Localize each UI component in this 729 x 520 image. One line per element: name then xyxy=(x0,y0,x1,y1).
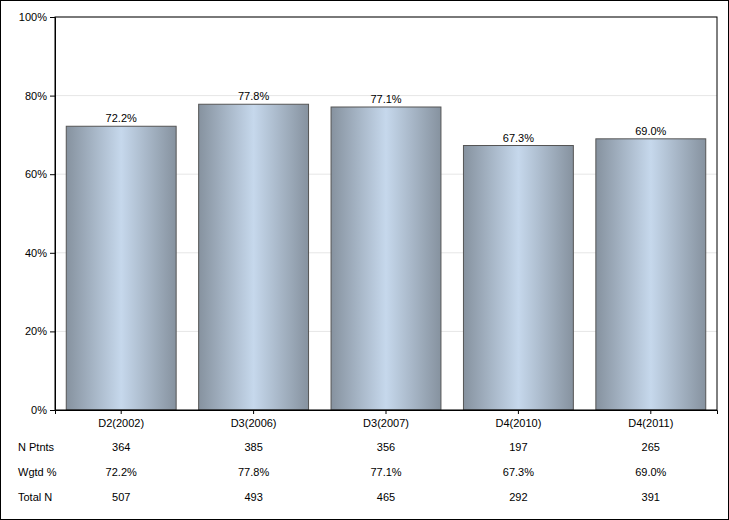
table-row-label: Wgtd % xyxy=(18,466,57,478)
y-tick-label: 60% xyxy=(25,168,47,180)
table-row-label: N Ptnts xyxy=(18,441,55,453)
y-tick-mark xyxy=(50,17,55,18)
table: N Ptnts 364 385 356 197 265 Wgtd % 72.2% 77.8% 77… xyxy=(18,441,667,503)
x-tick-label: D2(2002) xyxy=(98,417,144,429)
x-tick-label: D4(2010) xyxy=(495,417,541,429)
grid xyxy=(55,17,717,410)
x-tick-label: D3(2007) xyxy=(363,417,409,429)
bar xyxy=(463,146,573,410)
table-cell: 292 xyxy=(509,491,527,503)
y-tick-label: 0% xyxy=(31,404,47,416)
table-cell: 493 xyxy=(244,491,262,503)
x-tick-mark xyxy=(121,410,122,414)
table-cell: 67.3% xyxy=(503,466,534,478)
bar xyxy=(331,107,441,410)
table-cell: 77.1% xyxy=(370,466,401,478)
data-label: 77.8% xyxy=(238,90,269,102)
bar xyxy=(66,126,176,410)
chart: 72.2% 77.8% 77.1% 67.3% 69.0% 0% 20% 40% 60% 80% 1… xyxy=(0,0,729,520)
bar xyxy=(199,104,309,410)
x-axis: D2(2002) D3(2006) D3(2007) D4(2010) D4(2011) xyxy=(56,410,718,429)
y-tick: 40% xyxy=(25,247,55,259)
y-tick: 0% xyxy=(31,404,55,416)
y-tick-mark xyxy=(50,253,55,254)
x-tick-label: D3(2006) xyxy=(231,417,277,429)
x-tick: D4(2011) xyxy=(628,410,673,429)
table-cell: 197 xyxy=(509,441,527,453)
bars xyxy=(66,104,705,410)
y-tick-mark xyxy=(50,96,55,97)
plot-frame xyxy=(55,17,717,410)
data-label: 69.0% xyxy=(635,125,666,137)
table-cell: 265 xyxy=(642,441,660,453)
x-tick-mark xyxy=(386,410,387,414)
y-tick-mark xyxy=(50,331,55,332)
x-tick: D4(2010) xyxy=(495,410,541,429)
table-cell: 364 xyxy=(112,441,130,453)
data-label: 67.3% xyxy=(503,132,534,144)
y-axis: 0% 20% 40% 60% 80% 100% xyxy=(19,11,56,416)
y-tick-mark xyxy=(50,174,55,175)
data-labels: 72.2% 77.8% 77.1% 67.3% 69.0% xyxy=(106,90,667,143)
table-cell: 72.2% xyxy=(106,466,137,478)
table-cell: 465 xyxy=(377,491,395,503)
x-tick: D3(2007) xyxy=(363,410,409,429)
data-label: 77.1% xyxy=(370,93,401,105)
y-tick: 80% xyxy=(25,90,55,102)
table-cell: 507 xyxy=(112,491,130,503)
y-tick: 100% xyxy=(19,11,55,23)
table-cell: 385 xyxy=(244,441,262,453)
y-tick-label: 40% xyxy=(25,247,47,259)
y-tick-label: 80% xyxy=(25,90,47,102)
table-cell: 69.0% xyxy=(635,466,666,478)
y-tick-label: 20% xyxy=(25,325,47,337)
data-label: 72.2% xyxy=(106,112,137,124)
bar xyxy=(596,139,706,410)
y-tick-mark xyxy=(50,410,55,411)
plot: 72.2% 77.8% 77.1% 67.3% 69.0% 0% 20% 40% 60% 80% 1… xyxy=(19,11,718,429)
table-row-label: Total N xyxy=(18,491,52,503)
table-cell: 391 xyxy=(642,491,660,503)
x-tick: D2(2002) xyxy=(98,410,144,429)
x-tick-mark xyxy=(650,410,651,414)
y-tick: 20% xyxy=(25,325,55,337)
table-cell: 356 xyxy=(377,441,395,453)
x-tick-mark xyxy=(518,410,519,414)
x-tick: D3(2006) xyxy=(231,410,277,429)
x-tick-label: D4(2011) xyxy=(628,417,673,429)
y-tick: 60% xyxy=(25,168,55,180)
table-cell: 77.8% xyxy=(238,466,269,478)
y-tick-label: 100% xyxy=(19,11,47,23)
x-axis-line xyxy=(56,411,718,415)
x-tick-mark xyxy=(253,410,254,414)
image-border xyxy=(1,1,729,520)
